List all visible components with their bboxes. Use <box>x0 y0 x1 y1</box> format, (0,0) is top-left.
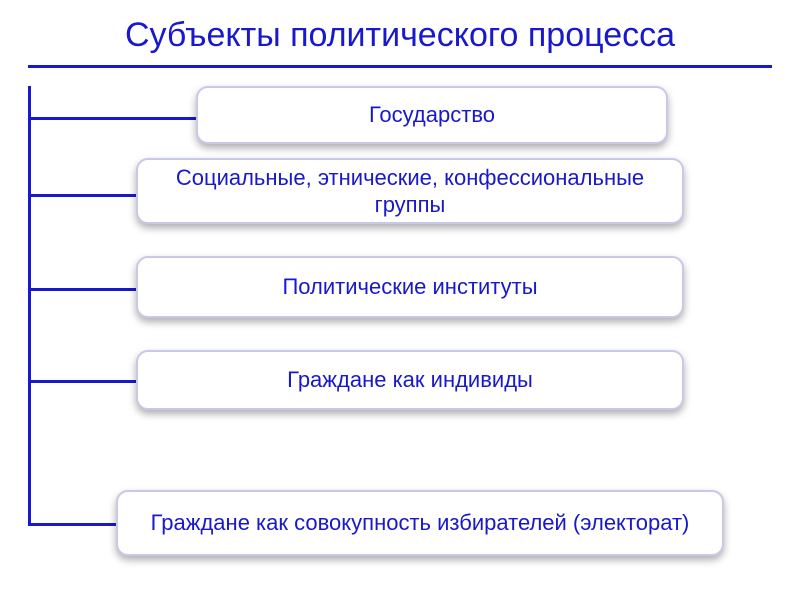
tree-node: Социальные, этнические, конфессиональные… <box>136 158 684 224</box>
tree-node-label: Граждане как индивиды <box>287 366 533 394</box>
tree-node-label: Государство <box>369 101 495 129</box>
tree-node: Государство <box>196 86 668 144</box>
tree-node: Граждане как индивиды <box>136 350 684 410</box>
tree-connector <box>28 194 136 197</box>
page-title: Субъекты политического процесса <box>0 0 800 65</box>
tree-vertical-line <box>28 86 31 524</box>
diagram-container: Государство Социальные, этнические, конфе… <box>28 86 772 546</box>
tree-node-label: Граждане как совокупность избирателей (э… <box>151 509 690 537</box>
tree-connector <box>28 380 136 383</box>
tree-node-label: Социальные, этнические, конфессиональные… <box>152 164 668 219</box>
title-underline <box>28 65 772 68</box>
tree-connector <box>28 117 196 120</box>
tree-node: Граждане как совокупность избирателей (э… <box>116 490 724 556</box>
tree-connector <box>28 288 136 291</box>
tree-node: Политические институты <box>136 256 684 318</box>
tree-node-label: Политические институты <box>282 273 537 301</box>
tree-connector <box>28 523 116 526</box>
